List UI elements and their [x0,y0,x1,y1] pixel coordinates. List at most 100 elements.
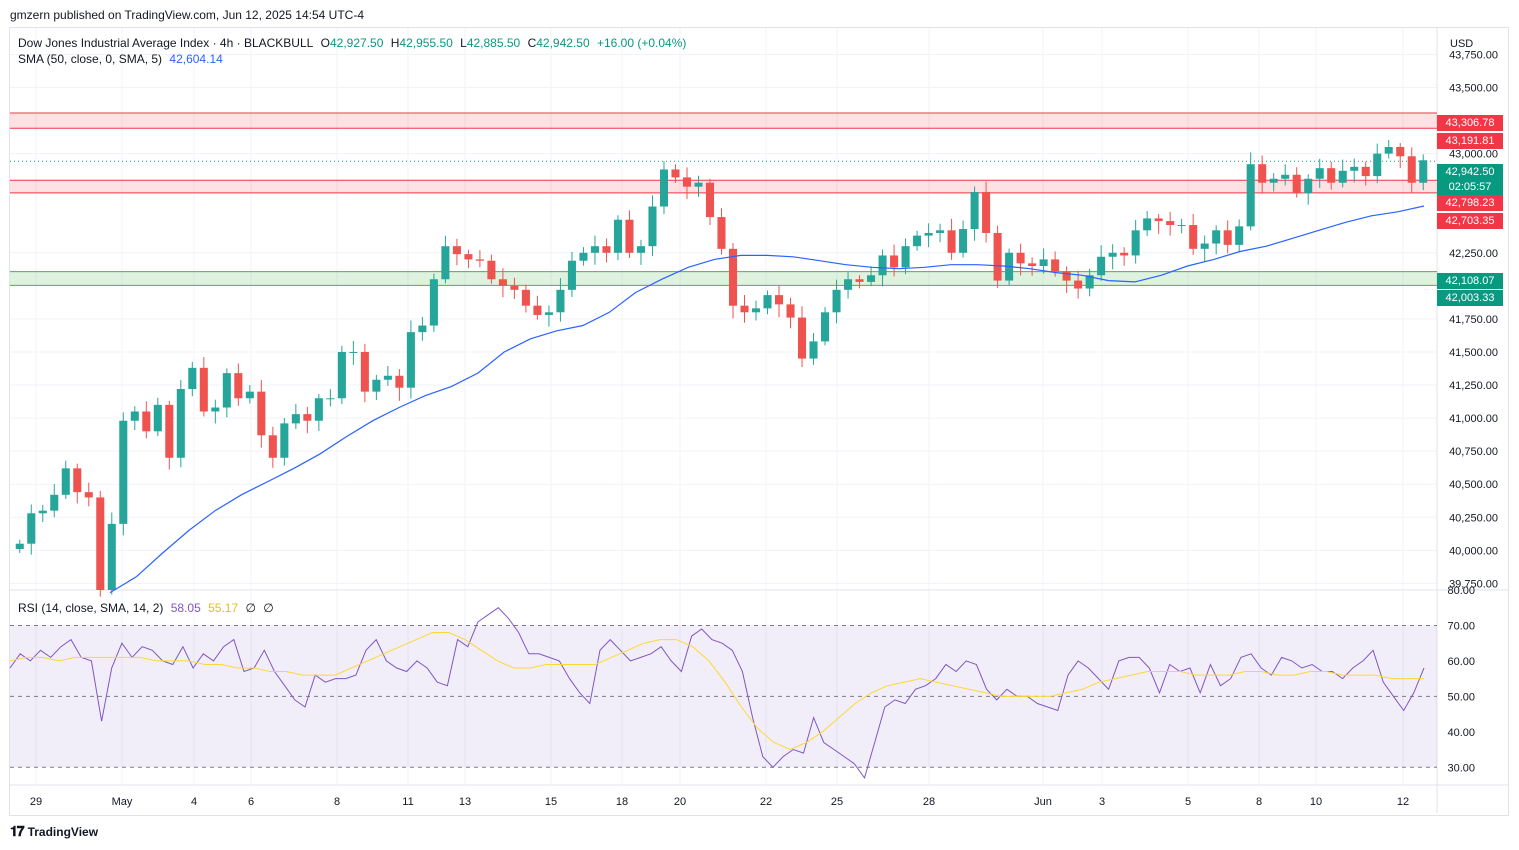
candle-body [901,246,910,268]
candle-body [372,379,381,392]
rsi-legend[interactable]: RSI (14, close, SMA, 14, 2) 58.05 55.17 … [18,601,278,615]
time-tick-label: 8 [334,796,340,808]
candle-body [590,246,599,253]
price-tick-label: 40,250.00 [1449,512,1498,524]
candle-body [533,305,542,315]
candle-body [671,169,680,178]
time-tick-label: 28 [923,796,935,808]
candle-body [1166,221,1175,226]
candle-body [188,367,197,390]
candle-body [1396,147,1405,157]
candle-body [694,182,703,187]
candle-body [602,246,611,253]
candle-body [1361,166,1370,177]
rsi-label: RSI (14, close, SMA, 14, 2) [18,601,164,615]
candle-body [1154,218,1163,222]
candle-body [418,325,427,333]
candle-body [579,252,588,261]
candle-body [1108,252,1117,257]
rsi-extra-1: ∅ [245,601,256,615]
candle-body [452,246,461,255]
price-tick-label: 43,000.00 [1449,149,1498,161]
candle-body [636,246,645,253]
time-tick-label: 4 [191,796,197,808]
candle-body [1189,225,1198,249]
sma-line [109,205,1425,594]
candle-body [211,407,220,412]
rsi-tick-label: 70.00 [1447,620,1475,632]
candle-body [1223,230,1232,245]
price-tick-label: 40,500.00 [1449,479,1498,491]
open-value: 42,927.50 [330,36,384,50]
candle-body [257,391,266,436]
rsi-sma-value: 55.17 [208,601,239,615]
support-bottom-label: 42,003.33 [1437,290,1503,306]
candle-body [15,543,24,550]
symbol-legend[interactable]: Dow Jones Industrial Average Index · 4h … [18,36,687,50]
time-tick-label: 18 [616,796,628,808]
candle-body [567,260,576,290]
resistance-zone [10,113,1437,129]
candle-body [1062,271,1071,281]
candle-body [1085,275,1094,289]
rsi-tick-label: 40.00 [1447,727,1475,739]
time-tick-label: Jun [1034,796,1052,808]
rsi-sma-line [9,632,1424,751]
candle-body [544,312,553,315]
candle-body [1177,225,1186,227]
candle-body [199,367,208,412]
time-tick-label: 3 [1099,796,1105,808]
currency-selector[interactable]: USD [1450,38,1474,50]
candle-body [360,351,369,392]
candle-body [659,169,669,207]
candle-body [1315,168,1324,179]
candle-body [119,420,128,524]
candle-body [50,494,59,511]
candle-body [878,255,887,276]
price-tick-label: 41,250.00 [1449,380,1498,392]
tradingview-brand[interactable]: 𝟏𝟕 TradingView [10,823,98,840]
candle-body [176,389,185,458]
candle-body [291,414,300,424]
chart-frame[interactable] [9,27,1509,816]
candle-body [786,304,795,318]
candle-body [153,404,162,432]
candle-body [130,411,139,421]
low-label: L [460,36,467,50]
high-label: H [390,36,400,50]
last-price-label: 42,942.50 [1437,164,1503,180]
candle-body [1097,256,1106,276]
candle-body [855,279,864,282]
candle-body [821,312,830,342]
resistance-2-top-label: 42,798.23 [1437,195,1503,211]
candle-body [222,373,231,408]
candle-body [96,497,105,590]
low-value: 42,885.50 [466,36,521,50]
candle-body [682,177,692,187]
candle-body [798,317,807,359]
candle-body [326,398,335,400]
price-tick-label: 41,500.00 [1449,347,1498,359]
candle-body [1246,164,1255,227]
candle-body [245,391,254,399]
candle-body [625,219,634,253]
candle-body [774,295,784,305]
candle-body [1258,164,1267,183]
candle-body [1327,168,1336,183]
countdown-label: 02:05:57 [1437,179,1503,195]
candle-body [1028,263,1037,267]
candle-body [349,351,358,353]
candle-body [913,235,922,247]
close-value: 42,942.50 [536,36,590,50]
support-top-label: 42,108.07 [1437,273,1503,289]
time-tick-label: 13 [459,796,471,808]
candle-body [314,398,323,421]
resistance-1-bottom-label: 43,191.81 [1437,133,1503,149]
candle-body [890,255,899,268]
sma-legend[interactable]: SMA (50, close, 0, SMA, 5) 42,604.14 [18,52,227,66]
candle-body [844,279,853,290]
high-value: 42,955.50 [399,36,453,50]
time-tick-label: 10 [1310,796,1322,808]
time-tick-label: 12 [1397,796,1409,808]
